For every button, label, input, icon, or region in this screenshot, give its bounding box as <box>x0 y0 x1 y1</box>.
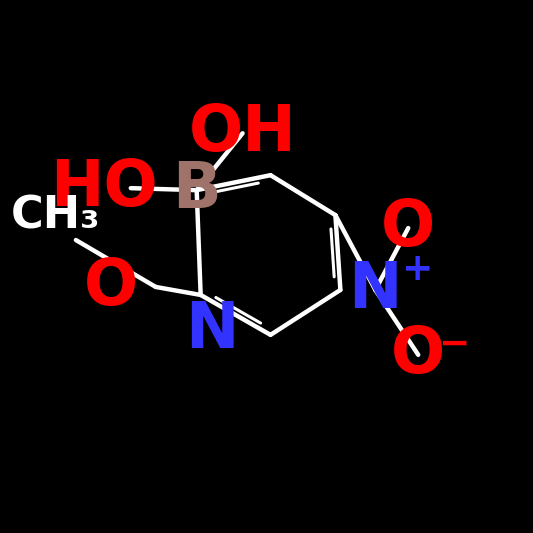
Text: O: O <box>391 324 446 386</box>
Text: HO: HO <box>50 157 158 219</box>
Text: OH: OH <box>189 102 296 164</box>
Text: CH₃: CH₃ <box>11 195 101 238</box>
Text: −: − <box>440 327 471 363</box>
Text: N: N <box>349 259 402 321</box>
Text: O: O <box>381 197 435 259</box>
Text: +: + <box>402 252 434 288</box>
Text: B: B <box>172 159 221 221</box>
Text: N: N <box>185 299 238 361</box>
Text: O: O <box>84 256 138 318</box>
